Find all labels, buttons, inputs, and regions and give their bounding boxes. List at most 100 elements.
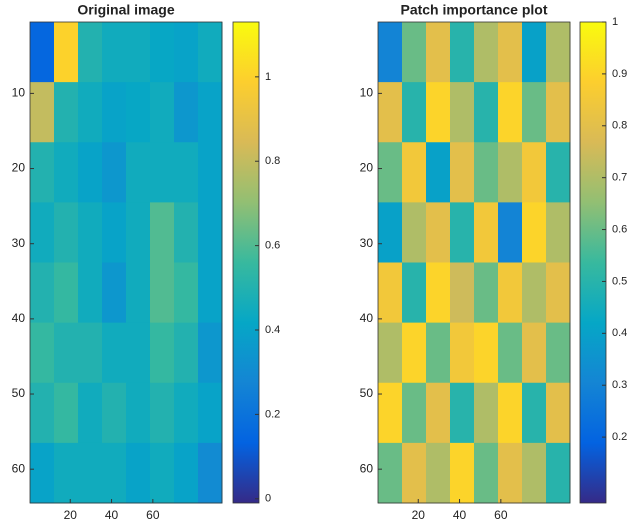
heatmap-cell <box>474 202 499 263</box>
heatmap-cell <box>378 382 403 444</box>
x-tick-label: 40 <box>105 508 119 522</box>
colorbar-tick-label: 0.4 <box>612 327 627 339</box>
heatmap-cell <box>30 202 55 263</box>
colorbar-tick-label: 0.9 <box>612 68 627 80</box>
heatmap-cell <box>522 322 547 384</box>
heatmap-cell <box>546 382 571 444</box>
heatmap-cell <box>150 82 175 143</box>
heatmap-cell <box>54 442 79 504</box>
heatmap-cell <box>474 382 499 444</box>
heatmap-cell <box>198 142 223 203</box>
heatmap-cell <box>378 322 403 384</box>
heatmap-cell <box>30 322 55 384</box>
y-tick-label: 60 <box>12 461 26 475</box>
heatmap-cell <box>546 202 571 263</box>
heatmap-cell <box>174 382 199 444</box>
heatmap-cell <box>426 382 451 444</box>
heatmap-cell <box>150 22 175 83</box>
axes-frame <box>29 21 223 504</box>
heatmap-cell <box>546 322 571 384</box>
heatmap-cell <box>54 202 79 263</box>
heatmap-cell <box>102 262 127 324</box>
heatmap-cell <box>474 22 499 83</box>
heatmap-cell <box>498 442 523 504</box>
heatmap-cell <box>546 442 571 504</box>
heatmap-cell <box>402 22 427 83</box>
y-tick-label: 50 <box>12 386 26 400</box>
heatmap-cell <box>402 82 427 143</box>
heatmap-cell <box>78 202 103 263</box>
heatmap-cell <box>546 262 571 324</box>
heatmap-cell <box>174 442 199 504</box>
heatmap-cell <box>78 262 103 324</box>
heatmap-cell <box>102 442 127 504</box>
y-tick-label: 30 <box>12 236 26 250</box>
heatmap-cell <box>54 262 79 324</box>
colorbar-tick-label: 0.2 <box>612 431 627 443</box>
x-tick-label: 60 <box>146 508 160 522</box>
heatmap-cell <box>198 382 223 444</box>
heatmap-cell <box>426 202 451 263</box>
heatmap-cell <box>150 322 175 384</box>
heatmap-cell <box>126 382 151 444</box>
heatmap-cell <box>402 262 427 324</box>
heatmap-cell <box>450 382 475 444</box>
x-tick-label: 20 <box>64 508 78 522</box>
heatmap-cell <box>54 82 79 143</box>
heatmap-cell <box>198 262 223 324</box>
heatmap-cell <box>150 202 175 263</box>
colorbar-tick-label: 0.2 <box>265 408 280 420</box>
heatmap-cell <box>174 322 199 384</box>
heatmap-cell <box>402 202 427 263</box>
heatmap-cell <box>78 442 103 504</box>
heatmap-cell <box>402 382 427 444</box>
heatmap-cell <box>126 202 151 263</box>
y-tick-label: 10 <box>12 86 26 100</box>
heatmap-cell <box>174 82 199 143</box>
heatmap-cell <box>102 22 127 83</box>
heatmap-cell <box>474 262 499 324</box>
heatmap-cell <box>498 22 523 83</box>
heatmap-cell <box>198 442 223 504</box>
heatmap-cell <box>498 382 523 444</box>
colorbar-tick-label: 0.8 <box>265 155 280 167</box>
heatmap-cell <box>198 22 223 83</box>
heatmap-cell <box>378 142 403 203</box>
colorbar <box>579 21 607 504</box>
colorbar-tick-label: 1 <box>612 16 618 28</box>
heatmap-cell <box>174 262 199 324</box>
heatmap-cell <box>402 442 427 504</box>
colorbar-tick-label: 0.6 <box>612 223 627 235</box>
colorbar-tick-label: 0.5 <box>612 275 627 287</box>
colorbar-tick-label: 1 <box>265 71 271 83</box>
heatmap-cell <box>474 442 499 504</box>
heatmap-cell <box>522 382 547 444</box>
heatmap-cell <box>450 262 475 324</box>
heatmap-cell <box>126 22 151 83</box>
heatmap-cell <box>426 442 451 504</box>
heatmap-cell <box>198 82 223 143</box>
heatmap-cell <box>102 142 127 203</box>
heatmap-cell <box>30 262 55 324</box>
heatmap-cell <box>498 202 523 263</box>
heatmap-cell <box>174 22 199 83</box>
heatmap-cell <box>78 22 103 83</box>
heatmap-cell <box>546 22 571 83</box>
heatmap-cell <box>54 142 79 203</box>
heatmap-cell <box>402 142 427 203</box>
heatmap-cell <box>30 82 55 143</box>
heatmap-cell <box>78 82 103 143</box>
heatmap-cell <box>102 82 127 143</box>
y-tick-label: 20 <box>360 161 374 175</box>
heatmap-cell <box>126 262 151 324</box>
heatmap-cell <box>450 322 475 384</box>
heatmap-cell <box>498 322 523 384</box>
heatmap-cell <box>30 442 55 504</box>
heatmap-cell <box>126 322 151 384</box>
heatmap-cell <box>150 382 175 444</box>
axes-frame <box>377 21 571 504</box>
colorbar-tick-label: 0.8 <box>612 120 627 132</box>
x-tick-label: 40 <box>453 508 467 522</box>
heatmap-cell <box>426 142 451 203</box>
y-tick-label: 10 <box>360 86 374 100</box>
